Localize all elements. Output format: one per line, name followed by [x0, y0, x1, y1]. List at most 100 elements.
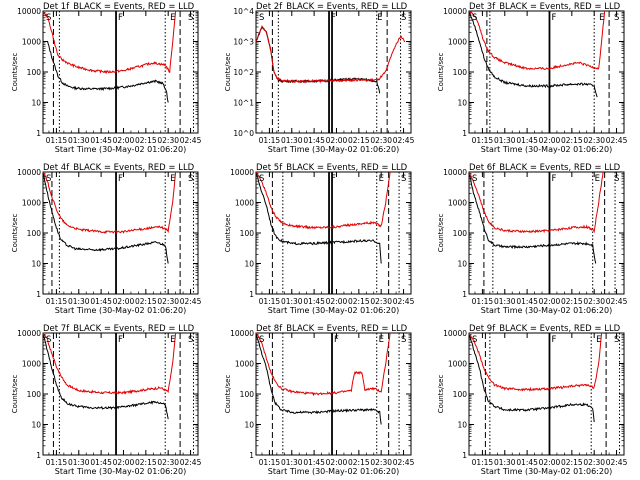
- x-tick-label: 01:30: [281, 136, 303, 145]
- x-tick-label: 01:45: [516, 297, 538, 306]
- x-tick-label: 01:15: [259, 136, 281, 145]
- x-tick-label: 01:15: [472, 458, 494, 467]
- end-marker: E: [379, 174, 384, 184]
- flare-marker: F: [331, 174, 336, 184]
- y-tick-label: 1000: [448, 199, 467, 208]
- y-tick-label: 10: [457, 421, 467, 430]
- panel-title-det: Det 6f: [469, 163, 496, 173]
- x-tick-label: 02:30: [583, 136, 605, 145]
- x-axis-label: Start Time (30-May-02 01:06:20): [481, 306, 612, 315]
- x-tick-label: 02:15: [348, 297, 370, 306]
- panel-title-legend: BLACK = Events, RED = LLD: [499, 2, 620, 12]
- x-tick-label: 02:30: [157, 458, 179, 467]
- y-tick-label: 1000: [22, 38, 41, 47]
- x-tick-label: 02:45: [606, 297, 628, 306]
- y-tick-label: 1: [36, 129, 41, 138]
- start-marker-right: S: [401, 174, 406, 184]
- x-tick-label: 02:45: [180, 297, 202, 306]
- y-tick-label: 10: [31, 421, 41, 430]
- panel-2: Det 2f BLACK = Events, RED = LLD 10^0 10^1 1…: [224, 2, 415, 154]
- x-tick-label: 02:45: [606, 458, 628, 467]
- y-tick-label: 1000: [235, 360, 254, 369]
- end-marker: E: [170, 174, 175, 184]
- start-marker: S: [46, 335, 51, 345]
- flare-marker: F: [118, 174, 123, 184]
- y-axis-label: Counts/sec: [437, 375, 445, 414]
- panel-title-det: Det 1f: [43, 2, 70, 12]
- events-series-line: [47, 40, 169, 103]
- x-tick-label: 02:30: [583, 297, 605, 306]
- y-tick-label: 1000: [235, 199, 254, 208]
- x-tick-label: 02:15: [348, 458, 370, 467]
- x-tick-label: 01:15: [472, 297, 494, 306]
- y-tick-label: 100: [453, 229, 468, 238]
- start-marker: S: [472, 335, 477, 345]
- x-tick-label: 01:30: [281, 458, 303, 467]
- y-tick-label: 1000: [448, 360, 467, 369]
- x-tick-label: 02:45: [393, 458, 415, 467]
- x-tick-label: 01:30: [494, 458, 516, 467]
- y-tick-label: 10^0: [233, 129, 254, 138]
- panel-title: Det 8f BLACK = Events, RED = LLD: [256, 324, 408, 334]
- y-tick-label: 10000: [17, 168, 41, 177]
- panel-6: Det 6f BLACK = Events, RED = LLD 1 10 100 100…: [437, 163, 628, 315]
- y-tick-label: 1: [462, 129, 467, 138]
- start-marker-right: S: [188, 13, 193, 23]
- y-axis-label: Counts/sec: [224, 375, 232, 414]
- y-tick-label: 100: [240, 229, 255, 238]
- y-tick-label: 10000: [230, 329, 254, 338]
- y-tick-label: 1: [36, 451, 41, 460]
- lld-series-line: [42, 332, 177, 395]
- y-axis-label: Counts/sec: [224, 214, 232, 253]
- x-tick-label: 01:45: [90, 297, 112, 306]
- y-tick-label: 1: [462, 290, 467, 299]
- x-tick-label: 01:30: [494, 136, 516, 145]
- y-tick-label: 10000: [17, 329, 41, 338]
- x-tick-label: 01:30: [494, 297, 516, 306]
- x-tick-label: 01:45: [303, 136, 325, 145]
- y-tick-label: 1: [249, 451, 254, 460]
- panel-title: Det 4f BLACK = Events, RED = LLD: [43, 163, 195, 173]
- x-tick-label: 02:45: [180, 458, 202, 467]
- y-tick-label: 100: [27, 68, 42, 77]
- y-tick-label: 100: [27, 390, 42, 399]
- flare-marker: F: [118, 335, 123, 345]
- panel-title-legend: BLACK = Events, RED = LLD: [286, 2, 407, 12]
- y-tick-label: 1: [462, 451, 467, 460]
- panel-1: Det 1f BLACK = Events, RED = LLD 1 10 100 100…: [11, 2, 202, 154]
- x-tick-label: 01:15: [472, 136, 494, 145]
- panel-title: Det 6f BLACK = Events, RED = LLD: [469, 163, 621, 173]
- x-tick-label: 02:30: [370, 458, 392, 467]
- x-tick-label: 01:45: [303, 458, 325, 467]
- x-tick-label: 01:45: [303, 297, 325, 306]
- y-tick-label: 10000: [443, 329, 467, 338]
- events-series-line: [468, 332, 595, 423]
- x-tick-label: 02:15: [561, 458, 583, 467]
- y-tick-label: 100: [27, 229, 42, 238]
- panel-title-det: Det 9f: [469, 324, 496, 334]
- x-tick-label: 02:00: [113, 458, 135, 467]
- x-tick-label: 01:30: [68, 297, 90, 306]
- panel-4: Det 4f BLACK = Events, RED = LLD 1 10 100 100…: [11, 163, 202, 315]
- y-axis-label: Counts/sec: [11, 375, 19, 414]
- panel-title-legend: BLACK = Events, RED = LLD: [499, 324, 620, 334]
- y-tick-label: 10: [31, 99, 41, 108]
- y-tick-label: 100: [453, 390, 468, 399]
- y-axis-label: Counts/sec: [437, 53, 445, 92]
- x-tick-label: 02:00: [326, 297, 348, 306]
- x-tick-label: 02:15: [561, 136, 583, 145]
- x-tick-label: 01:30: [68, 136, 90, 145]
- end-marker: E: [599, 13, 604, 23]
- y-tick-label: 10000: [443, 7, 467, 16]
- flare-marker: F: [551, 335, 556, 345]
- x-tick-label: 02:15: [348, 136, 370, 145]
- panel-title-legend: BLACK = Events, RED = LLD: [499, 163, 620, 173]
- lld-series-line: [255, 332, 391, 397]
- x-axis-label: Start Time (30-May-02 01:06:20): [55, 145, 186, 154]
- panel-title-legend: BLACK = Events, RED = LLD: [286, 324, 407, 334]
- y-tick-label: 100: [453, 68, 468, 77]
- x-tick-label: 02:45: [393, 136, 415, 145]
- y-tick-label: 10000: [443, 168, 467, 177]
- start-marker-right: S: [614, 174, 619, 184]
- x-tick-label: 01:15: [259, 458, 281, 467]
